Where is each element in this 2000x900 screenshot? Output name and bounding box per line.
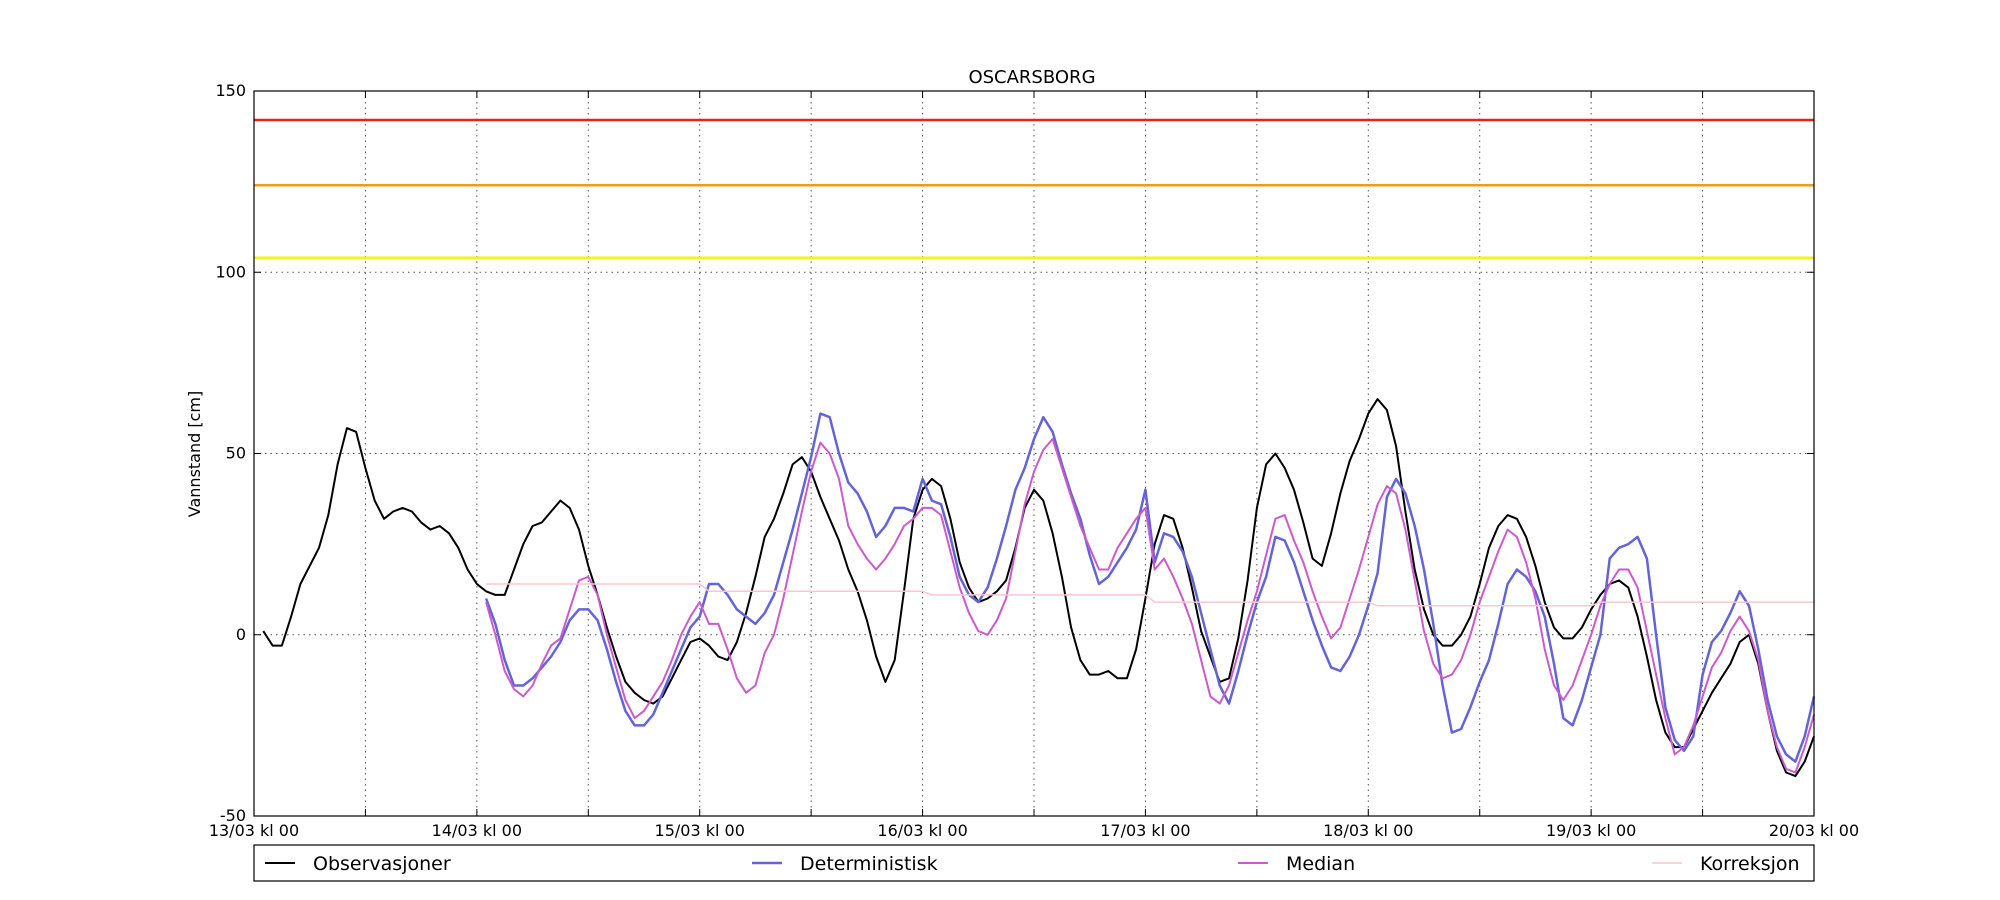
threshold-lines — [254, 118, 1814, 259]
x-tick-label: 19/03 kl 00 — [1546, 821, 1636, 840]
x-tick-label: 14/03 kl 00 — [432, 821, 522, 840]
x-tick-label: 15/03 kl 00 — [655, 821, 745, 840]
y-tick-label: 50 — [226, 444, 246, 463]
legend-label: Median — [1286, 853, 1355, 875]
legend-label: Korreksjon — [1700, 853, 1800, 875]
legend-box — [253, 844, 1815, 882]
x-tick-label: 20/03 kl 00 — [1769, 821, 1859, 840]
legend: Observasjoner Deterministisk Median Korreks… — [265, 853, 1800, 875]
x-tick-label: 17/03 kl 00 — [1100, 821, 1190, 840]
y-axis-label: Vannstand [cm] — [185, 391, 204, 517]
y-tick-label: 0 — [236, 625, 246, 644]
chart-title: OSCARSBORG — [968, 67, 1095, 88]
y-tick-label: -50 — [220, 806, 246, 825]
legend-label: Observasjoner — [313, 853, 451, 875]
y-axis: -50 0 50 100 150 — [215, 81, 1814, 825]
x-axis: 13/03 kl 00 14/03 kl 00 15/03 kl 00 16/03 k… — [209, 91, 1859, 840]
x-tick-label: 18/03 kl 00 — [1323, 821, 1413, 840]
series-line-median — [485, 438, 1815, 774]
x-tick-label: 16/03 kl 00 — [877, 821, 967, 840]
grid — [254, 91, 1814, 816]
y-tick-label: 150 — [215, 81, 246, 100]
x-tick-label: 13/03 kl 00 — [209, 821, 299, 840]
series-line-observasjoner — [262, 398, 1815, 778]
series-line-korreksjon — [486, 583, 1814, 607]
series-lines — [262, 398, 1816, 778]
y-tick-label: 100 — [215, 262, 246, 281]
legend-label: Deterministisk — [800, 853, 938, 875]
